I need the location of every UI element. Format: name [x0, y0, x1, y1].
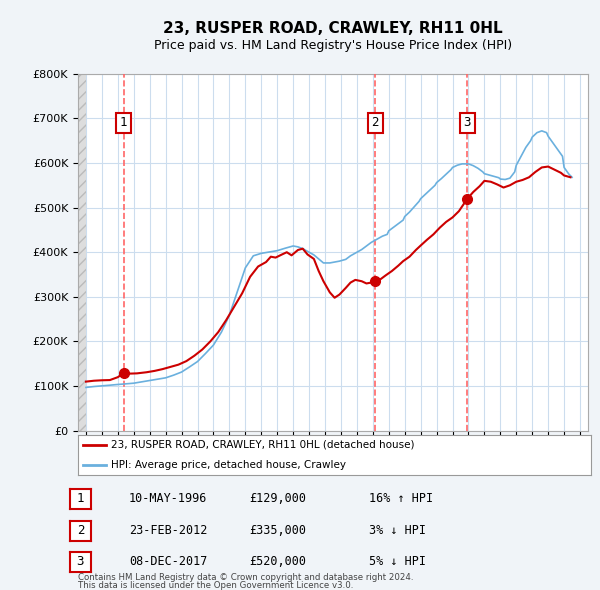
Text: 1: 1	[120, 116, 127, 129]
Text: 3% ↓ HPI: 3% ↓ HPI	[369, 525, 426, 537]
Text: £335,000: £335,000	[249, 525, 306, 537]
Text: 08-DEC-2017: 08-DEC-2017	[129, 555, 208, 568]
Text: This data is licensed under the Open Government Licence v3.0.: This data is licensed under the Open Gov…	[78, 581, 353, 590]
Text: 23, RUSPER ROAD, CRAWLEY, RH11 0HL (detached house): 23, RUSPER ROAD, CRAWLEY, RH11 0HL (deta…	[112, 440, 415, 450]
Text: 23, RUSPER ROAD, CRAWLEY, RH11 0HL: 23, RUSPER ROAD, CRAWLEY, RH11 0HL	[163, 21, 503, 36]
Text: 23-FEB-2012: 23-FEB-2012	[129, 525, 208, 537]
Text: £520,000: £520,000	[249, 555, 306, 568]
Text: £129,000: £129,000	[249, 492, 306, 505]
Text: 3: 3	[77, 555, 84, 568]
Text: 1: 1	[77, 492, 84, 505]
Bar	[78, 74, 86, 431]
Text: 2: 2	[77, 525, 84, 537]
Text: 5% ↓ HPI: 5% ↓ HPI	[369, 555, 426, 568]
Text: 2: 2	[371, 116, 379, 129]
Text: 10-MAY-1996: 10-MAY-1996	[129, 492, 208, 505]
Text: Price paid vs. HM Land Registry's House Price Index (HPI): Price paid vs. HM Land Registry's House …	[154, 39, 512, 52]
Text: 16% ↑ HPI: 16% ↑ HPI	[369, 492, 433, 505]
Text: Contains HM Land Registry data © Crown copyright and database right 2024.: Contains HM Land Registry data © Crown c…	[78, 572, 413, 582]
Text: HPI: Average price, detached house, Crawley: HPI: Average price, detached house, Craw…	[112, 460, 346, 470]
Text: 3: 3	[464, 116, 471, 129]
